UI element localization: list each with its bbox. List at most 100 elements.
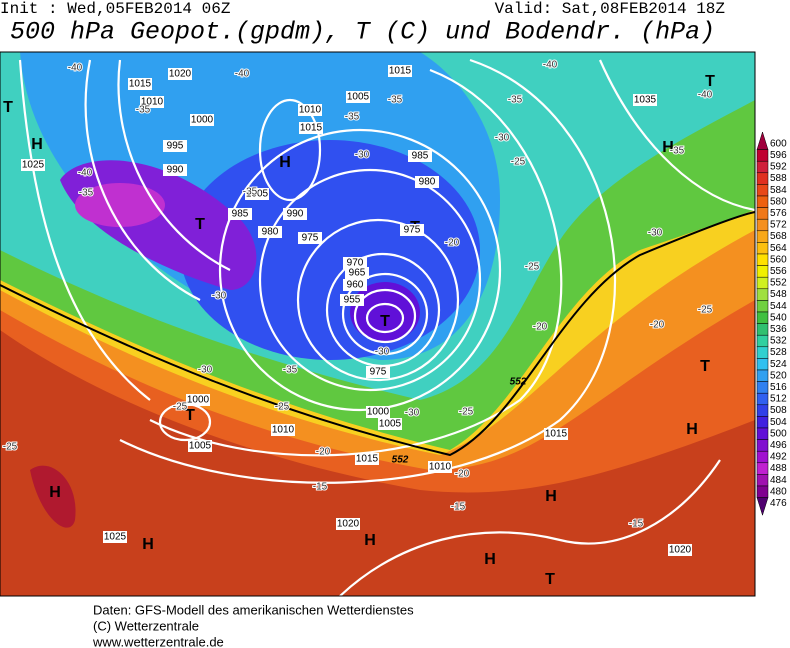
isobar — [149, 68, 563, 457]
colorbar-cell — [756, 172, 769, 185]
isobar-label: 985 — [412, 151, 429, 162]
low-marker: T — [700, 358, 710, 375]
temperature-label: -30 — [375, 347, 390, 358]
temperature-label: -25 — [698, 305, 713, 316]
footer-line: www.wetterzentrale.de — [92, 634, 224, 648]
field — [350, 282, 420, 342]
map-title: 500 hPa Geopot.(gpdm), T (C) und Bodendr… — [10, 18, 715, 47]
isobar-label-box — [168, 68, 192, 80]
temperature-label: -40 — [543, 60, 558, 71]
isobar — [119, 58, 616, 484]
isobar-label-box — [388, 65, 412, 77]
temperature-label: -20 — [316, 447, 331, 458]
temperature-label: -15 — [629, 519, 644, 530]
low-marker: T — [705, 73, 715, 90]
init-time: Init : Wed,05FEB2014 06Z — [0, 0, 231, 18]
colorbar-cell — [756, 160, 769, 174]
isobar-label: 1005 — [347, 92, 370, 103]
colorbar-cell — [756, 346, 769, 359]
colorbar-cell — [756, 300, 769, 313]
isobar — [353, 288, 417, 344]
temperature-label: -40 — [235, 69, 250, 80]
low-marker: T — [185, 407, 195, 424]
temperature-label: -35 — [388, 95, 403, 106]
colorbar-label: 508 — [770, 405, 787, 416]
isobar-label: 1010 — [299, 105, 322, 116]
temperature-label: -30 — [405, 408, 420, 419]
isobar-label-box — [163, 140, 187, 152]
colorbar-cell — [756, 381, 769, 394]
colorbar-label: 536 — [770, 324, 787, 335]
high-marker: H — [49, 484, 61, 501]
isobar-label-box — [336, 518, 360, 530]
low-marker: T — [545, 571, 555, 588]
low-marker: T — [195, 216, 205, 233]
isobar-label: 1020 — [169, 69, 192, 80]
colorbar-cell — [756, 462, 769, 475]
temperature-label: -35 — [670, 146, 685, 157]
isobar-label: 1010 — [429, 462, 452, 473]
isobar-label-box — [355, 453, 379, 465]
temperature-label: -25 — [173, 402, 188, 413]
colorbar-label: 544 — [770, 301, 787, 312]
high-marker: H — [484, 551, 496, 568]
isobar-label: 1005 — [246, 189, 269, 200]
colorbar-label: 488 — [770, 463, 787, 474]
temperature-label: -35 — [136, 105, 151, 116]
isobar-label: 990 — [287, 209, 304, 220]
temperature-label: -30 — [198, 365, 213, 376]
isobar-label-box — [400, 224, 424, 236]
temperature-label: -20 — [445, 238, 460, 249]
colorbar-cell — [756, 207, 769, 220]
isobar-label: 1000 — [191, 115, 214, 126]
isobar-label-box — [343, 257, 367, 269]
field — [30, 465, 76, 528]
colorbar-cell — [756, 474, 769, 487]
colorbar-cell — [756, 184, 769, 197]
colorbar-cell — [756, 369, 769, 382]
isobar-label: 1005 — [379, 419, 402, 430]
field — [75, 183, 165, 227]
isobar-label-box — [103, 531, 127, 543]
colorbar-label: 480 — [770, 486, 787, 497]
colorbar-label: 524 — [770, 359, 787, 370]
colorbar-label: 528 — [770, 347, 787, 358]
temperature-label: -40 — [698, 90, 713, 101]
isobar — [339, 459, 721, 596]
temperature-label: -35 — [79, 188, 94, 199]
colorbar-cell — [756, 218, 769, 232]
isobar-label-box — [299, 122, 323, 134]
isobar-label-box — [346, 91, 370, 103]
isobar-label-box — [633, 94, 657, 106]
high-marker: H — [279, 154, 291, 171]
colorbar-label: 492 — [770, 452, 787, 463]
isobar — [258, 168, 482, 392]
isobar-label: 980 — [419, 177, 436, 188]
high-marker: H — [142, 536, 154, 553]
isobar-label: 1010 — [141, 97, 164, 108]
isobar — [258, 98, 322, 202]
isobar-label-box — [245, 188, 269, 200]
isobar-label-box — [428, 461, 452, 473]
temperature-label: -40 — [78, 168, 93, 179]
temperature-label: -25 — [275, 402, 290, 413]
labels: HHHHHHHHHTTTTTTTT10201015101010009959901… — [2, 59, 715, 589]
colorbar-cell — [756, 242, 769, 255]
colorbar-cell — [756, 195, 769, 208]
colorbar-label: 496 — [770, 440, 787, 451]
isobar-label: 975 — [370, 367, 387, 378]
isobar-label-box — [140, 96, 164, 108]
temperature-label: -35 — [283, 365, 298, 376]
colorbar-label: 564 — [770, 243, 787, 254]
isobar-label-box — [378, 418, 402, 430]
isobar-label: 955 — [344, 295, 361, 306]
temperature-label: -30 — [495, 133, 510, 144]
isobar-label-box — [343, 279, 367, 291]
isobar-label-box — [258, 226, 282, 238]
temperature-label: -35 — [345, 112, 360, 123]
temperature-label: -25 — [3, 442, 18, 453]
isobar-label: 1015 — [300, 123, 323, 134]
colorbar-label: 516 — [770, 382, 787, 393]
colorbar-label: 476 — [770, 498, 787, 509]
isobar-label-box — [188, 440, 212, 452]
